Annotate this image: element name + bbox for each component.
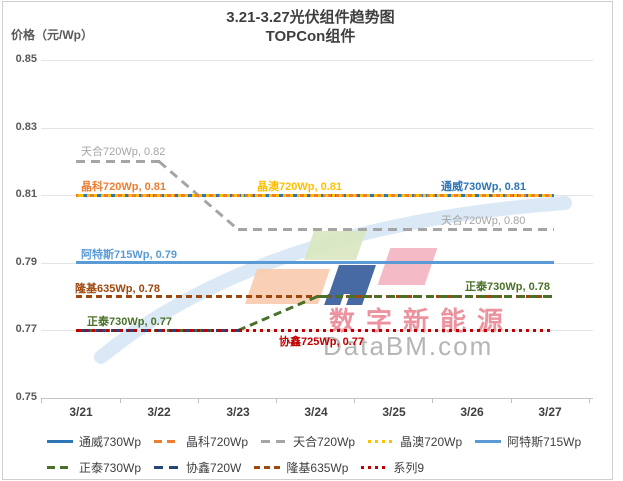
label-jinko-081: 晶科720Wp, 0.81: [81, 181, 166, 193]
y-tick-083: 0.83: [15, 121, 37, 133]
y-tick-077: 0.77: [15, 323, 37, 335]
legend-item-tianhe: 天合720Wp: [261, 433, 355, 450]
legend-item-atesi: 阿特斯715Wp: [475, 433, 581, 450]
legend-label: 天合720Wp: [293, 435, 356, 449]
chart-title-line2: TOPCon组件: [265, 28, 356, 45]
y-tick-079: 0.79: [15, 256, 37, 268]
legend-item-jinko: 晶科720Wp: [154, 433, 248, 450]
x-axis-tick: [432, 398, 433, 403]
label-zhengtai-078: 正泰730Wp, 0.78: [465, 281, 550, 293]
legend-marker-dashed-gray-icon: [261, 440, 288, 443]
legend-label: 正泰730Wp: [79, 461, 142, 475]
legend-row-2: 正泰730Wp 协鑫720W 隆基635Wp 系列9: [47, 459, 424, 476]
label-atesi-079: 阿特斯715Wp, 0.79: [81, 249, 177, 261]
label-xiexin-077: 协鑫725Wp, 0.77: [279, 336, 364, 348]
y-tick-081: 0.81: [15, 188, 37, 200]
watermark-logo-orange-shape: [244, 269, 331, 304]
series-atesi-line: [76, 261, 554, 264]
x-tick-325: 3/25: [382, 405, 406, 419]
x-axis-tick: [276, 398, 277, 403]
legend-label: 协鑫720W: [186, 461, 242, 475]
series-zhengtai-segment-078: [316, 295, 554, 298]
legend-item-xiexin: 协鑫720W: [154, 459, 241, 476]
series-9-line: [76, 329, 554, 332]
gridline-085: [41, 60, 593, 61]
y-tick-085: 0.85: [15, 53, 37, 65]
watermark-logo-green-shape: [304, 231, 366, 260]
watermark-swoosh-icon: [94, 196, 572, 364]
legend-item-longi: 隆基635Wp: [254, 459, 348, 476]
label-jingao-081: 晶澳720Wp, 0.81: [257, 181, 342, 193]
x-tick-323: 3/23: [226, 405, 250, 419]
legend-marker-dashed-navy-icon: [154, 466, 181, 469]
x-axis-tick: [511, 398, 512, 403]
label-longi-078: 隆基635Wp, 0.78: [75, 283, 160, 295]
legend-marker-dotted-gold-icon: [368, 440, 395, 443]
legend-label: 通威730Wp: [79, 435, 142, 449]
legend-label: 晶科720Wp: [186, 435, 249, 449]
chart-title: 3.21-3.27光伏组件趋势图 TOPCon组件: [23, 8, 598, 46]
x-tick-324: 3/24: [304, 405, 328, 419]
legend-label: 系列9: [393, 461, 425, 475]
x-axis-tick: [589, 398, 590, 403]
legend-item-series9: 系列9: [361, 459, 424, 476]
legend-item-tongwei: 通威730Wp: [47, 433, 141, 450]
series-tianhe-segment-080: [238, 228, 554, 231]
x-tick-327: 3/27: [538, 405, 562, 419]
x-axis-tick: [198, 398, 199, 403]
x-axis-tick: [354, 398, 355, 403]
x-tick-322: 3/22: [147, 405, 171, 419]
x-axis-tick: [120, 398, 121, 403]
x-tick-326: 3/26: [460, 405, 484, 419]
legend-marker-solid-blue-icon: [47, 440, 73, 443]
label-tianhe-080: 天合720Wp, 0.80: [441, 215, 526, 227]
legend-label: 晶澳720Wp: [400, 435, 463, 449]
legend-label: 阿特斯715Wp: [507, 435, 582, 449]
series-tianhe-segment-082: [76, 160, 161, 163]
y-axis-label: 价格（元/Wp）: [11, 28, 93, 42]
label-tianhe-082: 天合720Wp, 0.82: [81, 146, 166, 158]
y-tick-075: 0.75: [15, 391, 37, 403]
label-tongwei-081: 通威730Wp, 0.81: [441, 181, 526, 193]
x-axis-line: [41, 398, 593, 399]
legend-marker-solid-lightblue-icon: [475, 440, 502, 443]
chart-title-line1: 3.21-3.27光伏组件趋势图: [226, 9, 395, 26]
label-zhengtai-077: 正泰730Wp, 0.77: [87, 316, 172, 328]
legend-marker-dashed-brown-icon: [254, 466, 281, 469]
series-jingao-line: [76, 194, 554, 197]
legend-marker-dashed-orange-icon: [154, 440, 181, 443]
legend-item-jingao: 晶澳720Wp: [368, 433, 462, 450]
legend-label: 隆基635Wp: [286, 461, 349, 475]
legend-marker-dashed-green-icon: [47, 466, 73, 469]
legend-marker-dotted-red-icon: [361, 466, 388, 469]
gridline-083: [41, 128, 593, 129]
x-tick-321: 3/21: [69, 405, 93, 419]
x-axis-tick: [41, 398, 42, 403]
watermark-site-text: DataBM.com: [323, 331, 494, 361]
legend-row-1: 通威730Wp 晶科720Wp 天合720Wp 晶澳720Wp 阿特斯715Wp: [47, 433, 581, 450]
legend-item-zhengtai: 正泰730Wp: [47, 459, 141, 476]
price-trend-chart: 3.21-3.27光伏组件趋势图 TOPCon组件 价格（元/Wp） 0.85 …: [2, 1, 613, 480]
